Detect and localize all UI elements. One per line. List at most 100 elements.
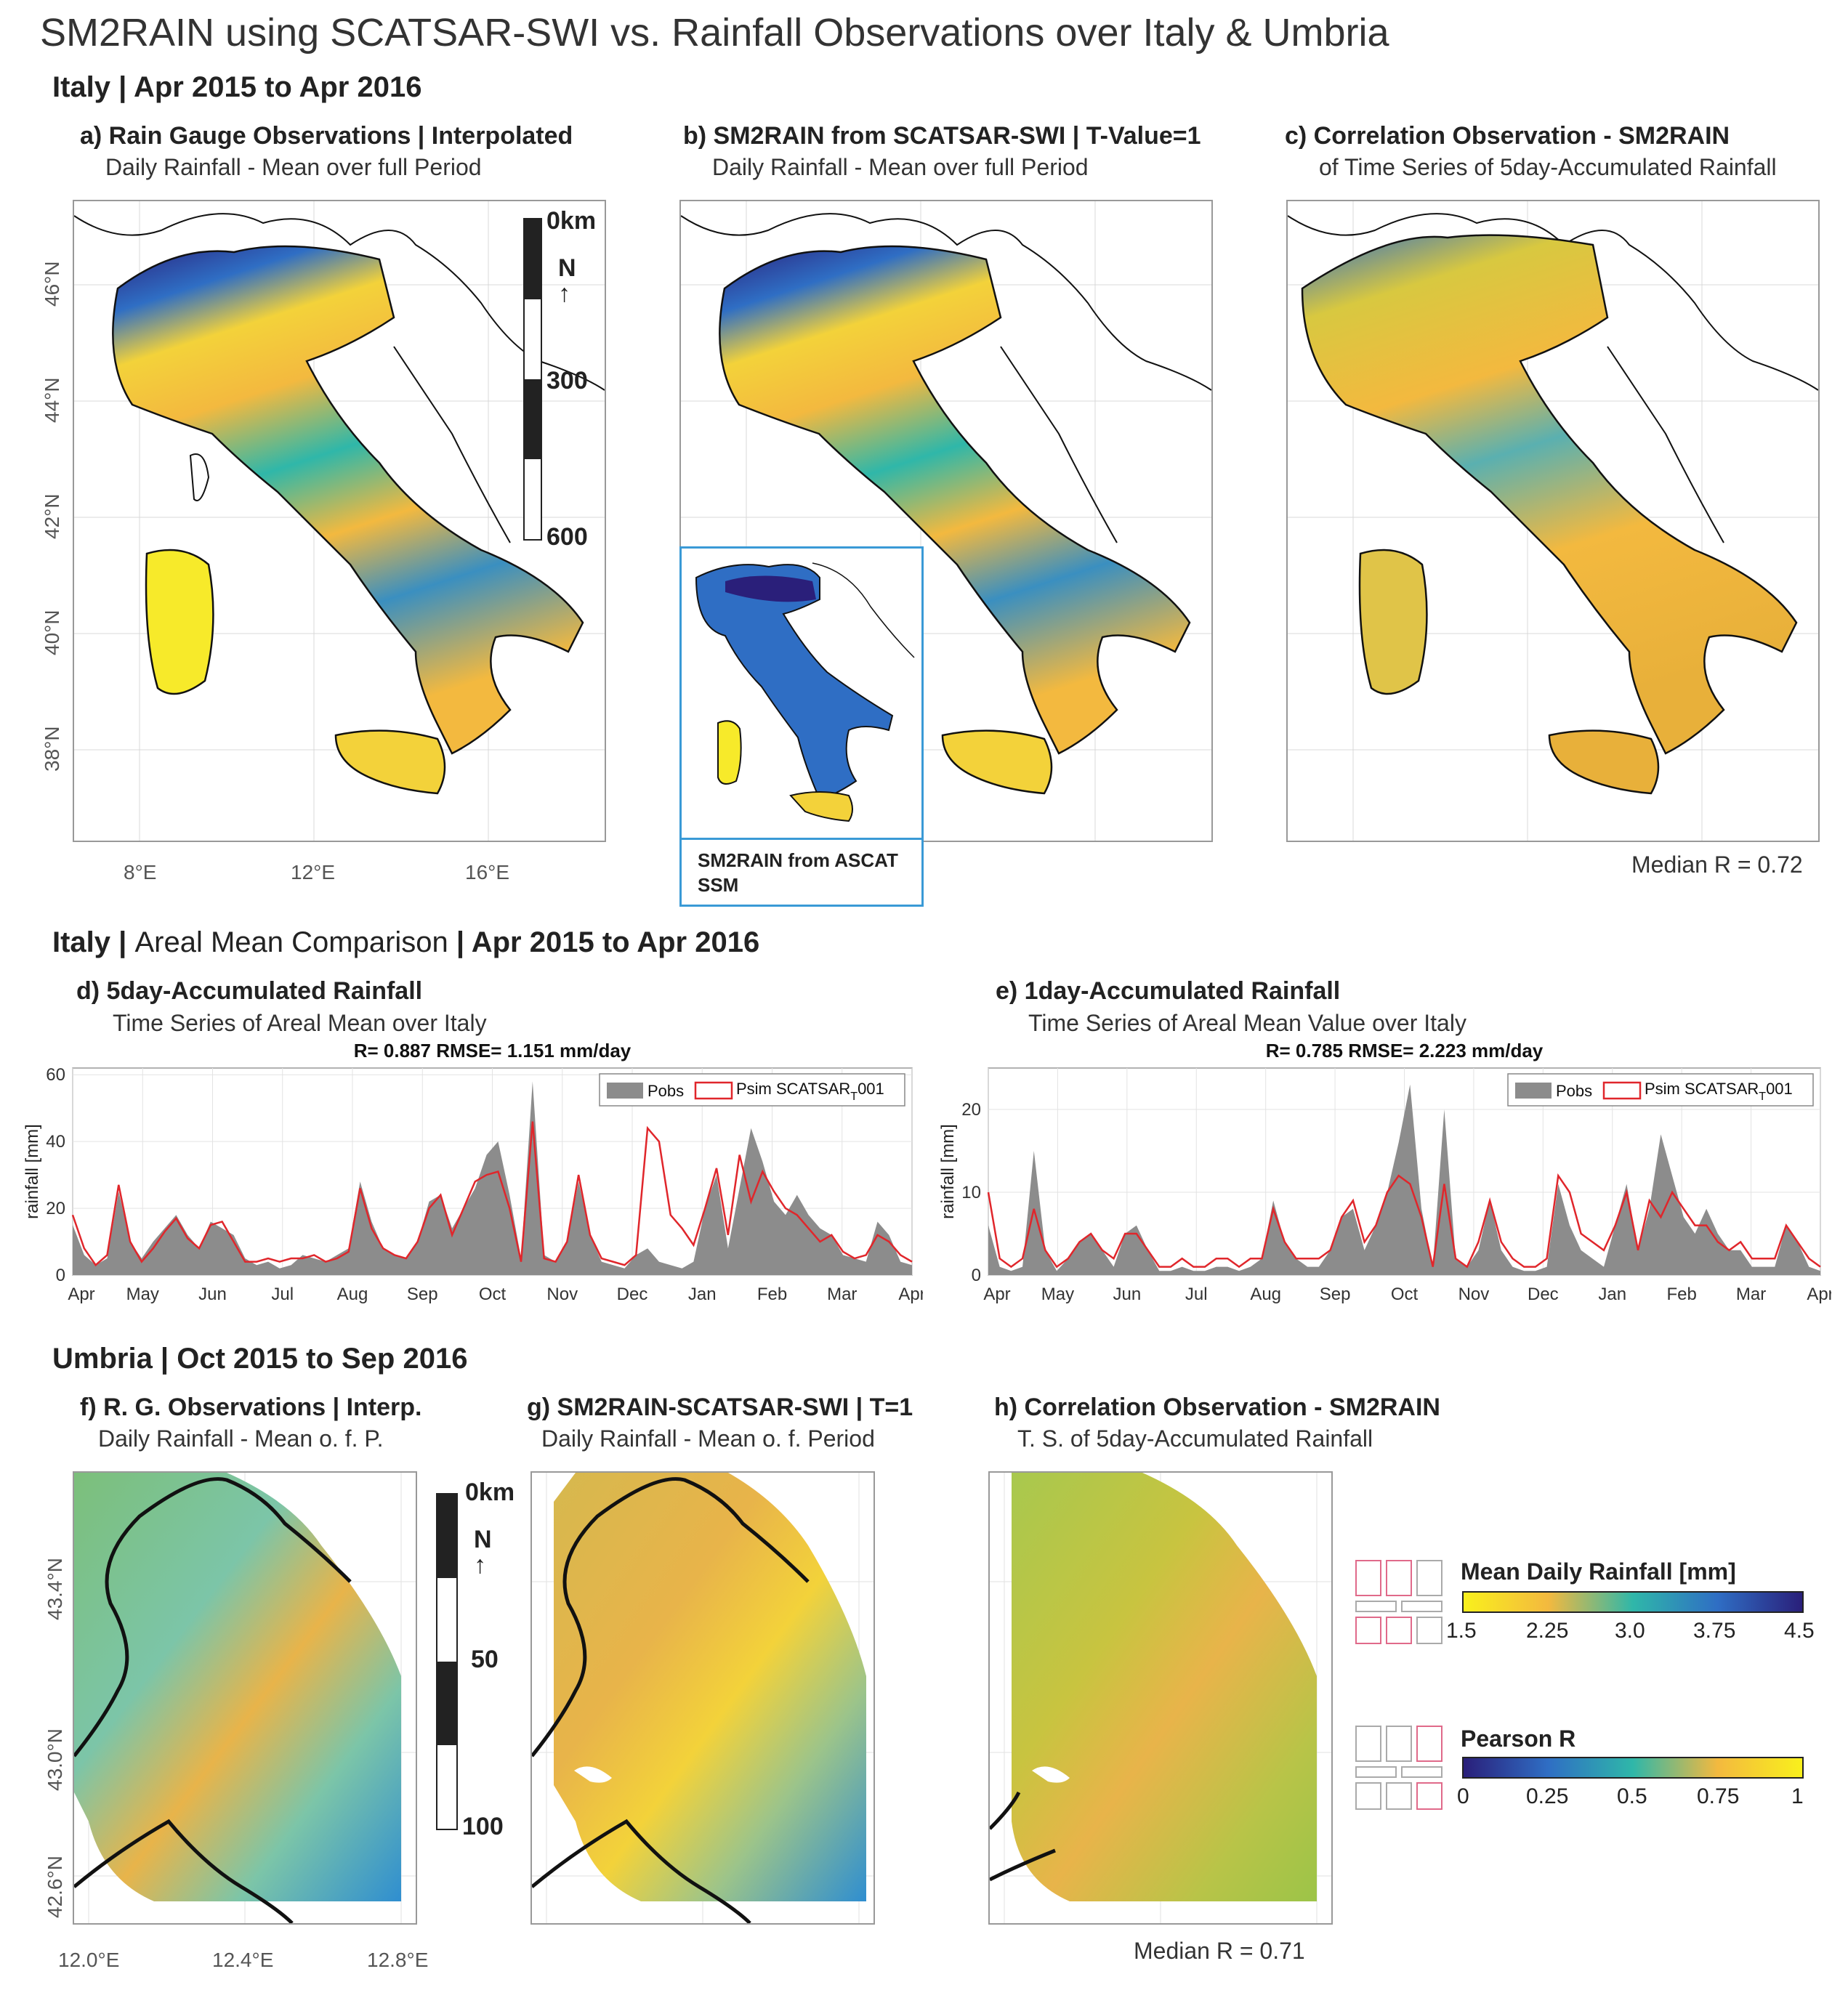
month-tick-label: Apr xyxy=(898,1285,923,1304)
month-tick-label: Mar xyxy=(1736,1285,1766,1304)
month-tick-label: Jul xyxy=(1185,1285,1208,1304)
map-f-border-south xyxy=(74,1819,294,1923)
month-tick-label: Nov xyxy=(1458,1285,1490,1304)
umbria-lat-tick-43-0: 43.0°N xyxy=(44,1728,66,1791)
panel-g-subtitle: Daily Rainfall - Mean o. f. Period xyxy=(541,1425,875,1452)
lon-tick-8e: 8°E xyxy=(124,861,157,883)
map-b-graphic xyxy=(681,201,1211,841)
lat-tick-44: 44°N xyxy=(41,377,63,423)
colorbar-rain-tick-0: 1.5 xyxy=(1446,1619,1477,1643)
colorbar-pearson xyxy=(1462,1757,1804,1779)
umbria-lat-tick-43-4: 43.4°N xyxy=(44,1558,66,1620)
map-g-graphic xyxy=(532,1473,873,1923)
umbria-scale-bar xyxy=(436,1493,458,1830)
map-a-graphic xyxy=(74,201,605,841)
legend-box xyxy=(599,1073,905,1107)
map-c-correlation xyxy=(1286,200,1820,842)
month-tick-label: Sep xyxy=(1320,1285,1351,1304)
month-tick-label: Aug xyxy=(1250,1285,1281,1304)
lat-tick-38: 38°N xyxy=(41,726,63,772)
umbria-scale-label-100: 100 xyxy=(462,1813,504,1840)
chart-stats-label: R= 0.887 RMSE= 1.151 mm/day xyxy=(354,1040,632,1061)
layout-icon-pearson xyxy=(1355,1726,1443,1810)
lon-tick-12e: 12°E xyxy=(291,861,336,883)
map-h-graphic xyxy=(990,1473,1331,1923)
month-tick-label: Apr xyxy=(1807,1285,1831,1304)
month-tick-label: Jun xyxy=(198,1285,227,1304)
legend-psim-label: Psim SCATSART001 xyxy=(1645,1080,1793,1103)
colorbar-pearson-tick-1: 0.25 xyxy=(1526,1784,1569,1808)
panel-b-title: b) SM2RAIN from SCATSAR-SWI | T-Value=1 xyxy=(683,122,1201,150)
y-tick-label: 0 xyxy=(56,1266,65,1285)
legend-psim-swatch xyxy=(1602,1081,1642,1100)
y-tick-label: 20 xyxy=(961,1100,981,1120)
colorbar-rain-title: Mean Daily Rainfall [mm] xyxy=(1461,1558,1736,1585)
month-tick-label: Oct xyxy=(1391,1285,1419,1304)
panel-d-title: d) 5day-Accumulated Rainfall xyxy=(76,977,423,1005)
chart-d-5day: R= 0.887 RMSE= 1.151 mm/day Apr May Jun Jul A… xyxy=(23,1040,923,1304)
month-tick-label: Jul xyxy=(271,1285,294,1304)
map-h-gap xyxy=(1032,1766,1070,1783)
panel-d-subtitle: Time Series of Areal Mean over Italy xyxy=(113,1010,487,1036)
map-b-sicily xyxy=(941,729,1053,795)
umbria-lon-tick-12-4: 12.4°E xyxy=(212,1949,274,1971)
panel-a-title: a) Rain Gauge Observations | Interpolate… xyxy=(80,122,573,150)
month-tick-label: Jan xyxy=(688,1285,717,1304)
panel-e-title: e) 1day-Accumulated Rainfall xyxy=(996,977,1341,1005)
chart-stats-label: R= 0.785 RMSE= 2.223 mm/day xyxy=(1266,1040,1544,1061)
y-tick-label: 40 xyxy=(46,1132,65,1152)
y-tick-label: 20 xyxy=(46,1199,65,1218)
map-c-sardinia xyxy=(1358,549,1428,695)
panel-a-subtitle: Daily Rainfall - Mean over full Period xyxy=(105,154,482,180)
map-a-rain-gauge xyxy=(73,200,606,842)
psim-line xyxy=(71,1121,913,1267)
y-axis-label: rainfall [mm] xyxy=(938,1124,958,1219)
month-tick-label: Apr xyxy=(68,1285,94,1304)
lon-tick-16e: 16°E xyxy=(465,861,510,883)
north-arrow-icon: ↑ xyxy=(558,280,570,307)
umbria-scale-label-0: 0km xyxy=(465,1479,515,1506)
lat-tick-46: 46°N xyxy=(41,261,63,307)
map-a-sicily xyxy=(334,729,446,795)
month-tick-label: Oct xyxy=(479,1285,507,1304)
italy-scale-bar xyxy=(523,218,542,541)
panel-h-title: h) Correlation Observation - SM2RAIN xyxy=(994,1394,1440,1421)
colorbar-rain-tick-4: 4.5 xyxy=(1784,1619,1815,1643)
month-tick-label: Jun xyxy=(1113,1285,1141,1304)
map-h-umbria-field xyxy=(1012,1473,1317,1901)
umbria-lon-tick-12-0: 12.0°E xyxy=(58,1949,120,1971)
month-tick-label: Nov xyxy=(546,1285,578,1304)
inset-graphic xyxy=(695,562,915,822)
month-tick-label: Mar xyxy=(827,1285,857,1304)
map-f-graphic xyxy=(74,1473,416,1923)
section-title-italy-timeseries: Italy | Areal Mean Comparison | Apr 2015… xyxy=(52,926,759,959)
y-axis-label: rainfall [mm] xyxy=(23,1124,42,1219)
italy-scale-label-0: 0km xyxy=(546,207,597,235)
month-tick-label: Apr xyxy=(983,1285,1010,1304)
panel-f-title: f) R. G. Observations | Interp. xyxy=(80,1394,422,1421)
month-tick-label: Aug xyxy=(337,1285,368,1304)
legend-psim-label: Psim SCATSART001 xyxy=(736,1080,884,1103)
figure-title: SM2RAIN using SCATSAR-SWI vs. Rainfall O… xyxy=(40,11,1389,54)
map-c-italy-mainland xyxy=(1301,234,1798,755)
map-f-umbria-gauge xyxy=(73,1471,417,1925)
lat-tick-42: 42°N xyxy=(41,493,63,539)
panel-c-title: c) Correlation Observation - SM2RAIN xyxy=(1285,122,1730,150)
lat-tick-40: 40°N xyxy=(41,610,63,655)
colorbar-pearson-title: Pearson R xyxy=(1461,1726,1576,1752)
colorbar-rain-tick-1: 2.25 xyxy=(1526,1619,1569,1643)
section-ts-part-c: | Apr 2015 to Apr 2016 xyxy=(456,926,760,958)
italy-north-label: N xyxy=(558,254,576,282)
map-a-sardinia xyxy=(145,549,214,695)
map-g-border-north xyxy=(532,1477,810,1758)
inset-ascat-map: SM2RAIN from ASCAT SSM xyxy=(679,546,924,907)
chart-e-1day: R= 0.785 RMSE= 2.223 mm/day Apr May Jun Jul A… xyxy=(938,1040,1831,1304)
umbria-north-label: N xyxy=(474,1526,492,1553)
panel-g-title: g) SM2RAIN-SCATSAR-SWI | T=1 xyxy=(527,1394,913,1421)
panel-c-subtitle: of Time Series of 5day-Accumulated Rainf… xyxy=(1319,154,1777,180)
month-tick-label: Feb xyxy=(1666,1285,1696,1304)
italy-scale-label-600: 600 xyxy=(546,523,588,551)
month-tick-label: Dec xyxy=(617,1285,648,1304)
panel-b-subtitle: Daily Rainfall - Mean over full Period xyxy=(712,154,1089,180)
umbria-scale-label-50: 50 xyxy=(471,1646,499,1673)
